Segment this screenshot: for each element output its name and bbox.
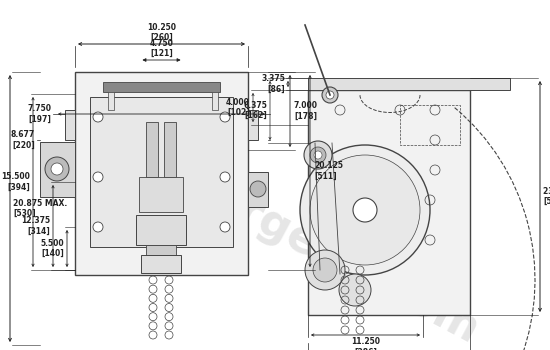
Circle shape — [93, 112, 103, 122]
Circle shape — [51, 163, 63, 175]
Bar — [164, 122, 176, 177]
Circle shape — [339, 274, 371, 306]
Text: 12.375
[314]: 12.375 [314] — [21, 216, 50, 236]
Circle shape — [45, 157, 69, 181]
Bar — [141, 255, 181, 273]
Bar — [65, 110, 75, 140]
Text: 15.500
[394]: 15.500 [394] — [1, 172, 30, 192]
Circle shape — [220, 112, 230, 122]
Text: 4.000
[102]: 4.000 [102] — [226, 98, 250, 117]
Circle shape — [310, 147, 326, 163]
Text: 11.250
[286]: 11.250 [286] — [351, 337, 380, 350]
Circle shape — [304, 141, 332, 169]
Circle shape — [313, 258, 337, 282]
Text: 20.125
[511]: 20.125 [511] — [314, 161, 343, 181]
Circle shape — [220, 222, 230, 232]
Bar — [248, 110, 258, 140]
Bar — [40, 142, 75, 197]
Text: 7.000
[178]: 7.000 [178] — [294, 101, 318, 121]
Circle shape — [353, 198, 377, 222]
Bar — [90, 97, 233, 247]
Text: 3.375
[86]: 3.375 [86] — [261, 74, 285, 94]
Circle shape — [310, 155, 420, 265]
Circle shape — [322, 87, 338, 103]
Bar — [108, 92, 114, 110]
Bar — [308, 78, 510, 90]
Bar — [139, 177, 183, 212]
Circle shape — [93, 172, 103, 182]
Bar — [146, 245, 176, 265]
Text: 7.750
[197]: 7.750 [197] — [27, 104, 51, 124]
Text: 10.250
[260]: 10.250 [260] — [147, 23, 176, 42]
Bar — [400, 105, 460, 145]
Text: Doorsurgeon.com: Doorsurgeon.com — [74, 107, 486, 350]
Bar — [136, 215, 186, 245]
Text: 8.677
[220]: 8.677 [220] — [11, 130, 35, 150]
Bar — [75, 72, 248, 275]
Text: 5.500
[140]: 5.500 [140] — [40, 239, 64, 258]
Text: 6.375
[162]: 6.375 [162] — [243, 101, 267, 120]
Text: 4.750
[121]: 4.750 [121] — [150, 38, 173, 58]
Circle shape — [300, 145, 430, 275]
Bar — [212, 92, 218, 110]
Text: 23.250 MAX.
[591]: 23.250 MAX. [591] — [543, 187, 550, 206]
Bar — [308, 90, 470, 315]
Circle shape — [326, 91, 334, 99]
Text: 20.875 MAX.
[530]: 20.875 MAX. [530] — [13, 199, 67, 218]
Bar — [248, 172, 268, 207]
Circle shape — [250, 181, 266, 197]
Circle shape — [305, 250, 345, 290]
Bar — [103, 82, 220, 92]
Bar — [146, 122, 158, 177]
Circle shape — [220, 172, 230, 182]
Circle shape — [93, 222, 103, 232]
Circle shape — [314, 151, 322, 159]
